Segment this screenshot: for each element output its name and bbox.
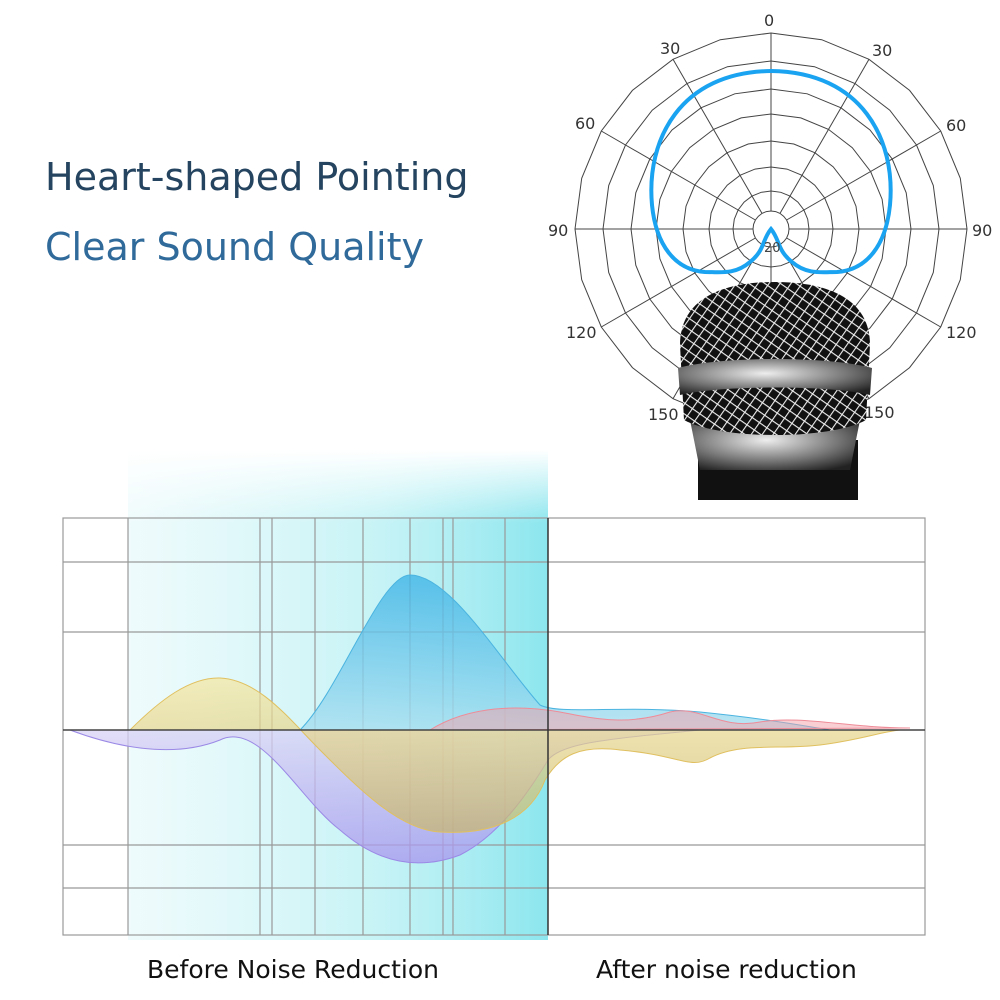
wave-blue <box>298 574 831 731</box>
grid-border <box>62 517 926 936</box>
polar-label-90-left: 90 <box>548 221 568 240</box>
cardioid-curve <box>649 68 893 275</box>
polar-spoke <box>601 237 756 328</box>
before-noise-reduction-label: Before Noise Reduction <box>147 955 439 984</box>
headline-heart-shaped: Heart-shaped Pointing <box>45 155 469 199</box>
wave-red <box>428 707 911 731</box>
polar-label-30-right: 30 <box>872 41 892 60</box>
polar-label-60-right: 60 <box>946 116 966 135</box>
polar-spoke <box>672 59 763 214</box>
polar-spoke <box>601 130 756 221</box>
polar-label-120-right: 120 <box>946 323 977 342</box>
polar-spoke <box>786 130 941 221</box>
polar-spoke <box>779 59 870 214</box>
wave-yellow <box>128 677 901 833</box>
headline-clear-sound: Clear Sound Quality <box>45 225 424 269</box>
polar-label-120-left: 120 <box>566 323 597 342</box>
polar-label-150-right: 150 <box>864 403 895 422</box>
polar-label-150-left: 150 <box>648 405 679 424</box>
polar-label-60-left: 60 <box>575 114 595 133</box>
microphone-image <box>678 282 872 500</box>
polar-label-90-right: 90 <box>972 221 992 240</box>
polar-label-30-left: 30 <box>660 39 680 58</box>
polar-center-label: 20 <box>764 241 781 256</box>
polar-label-0: 0 <box>764 11 774 30</box>
after-noise-reduction-label: After noise reduction <box>596 955 857 984</box>
polar-spoke <box>786 237 941 328</box>
